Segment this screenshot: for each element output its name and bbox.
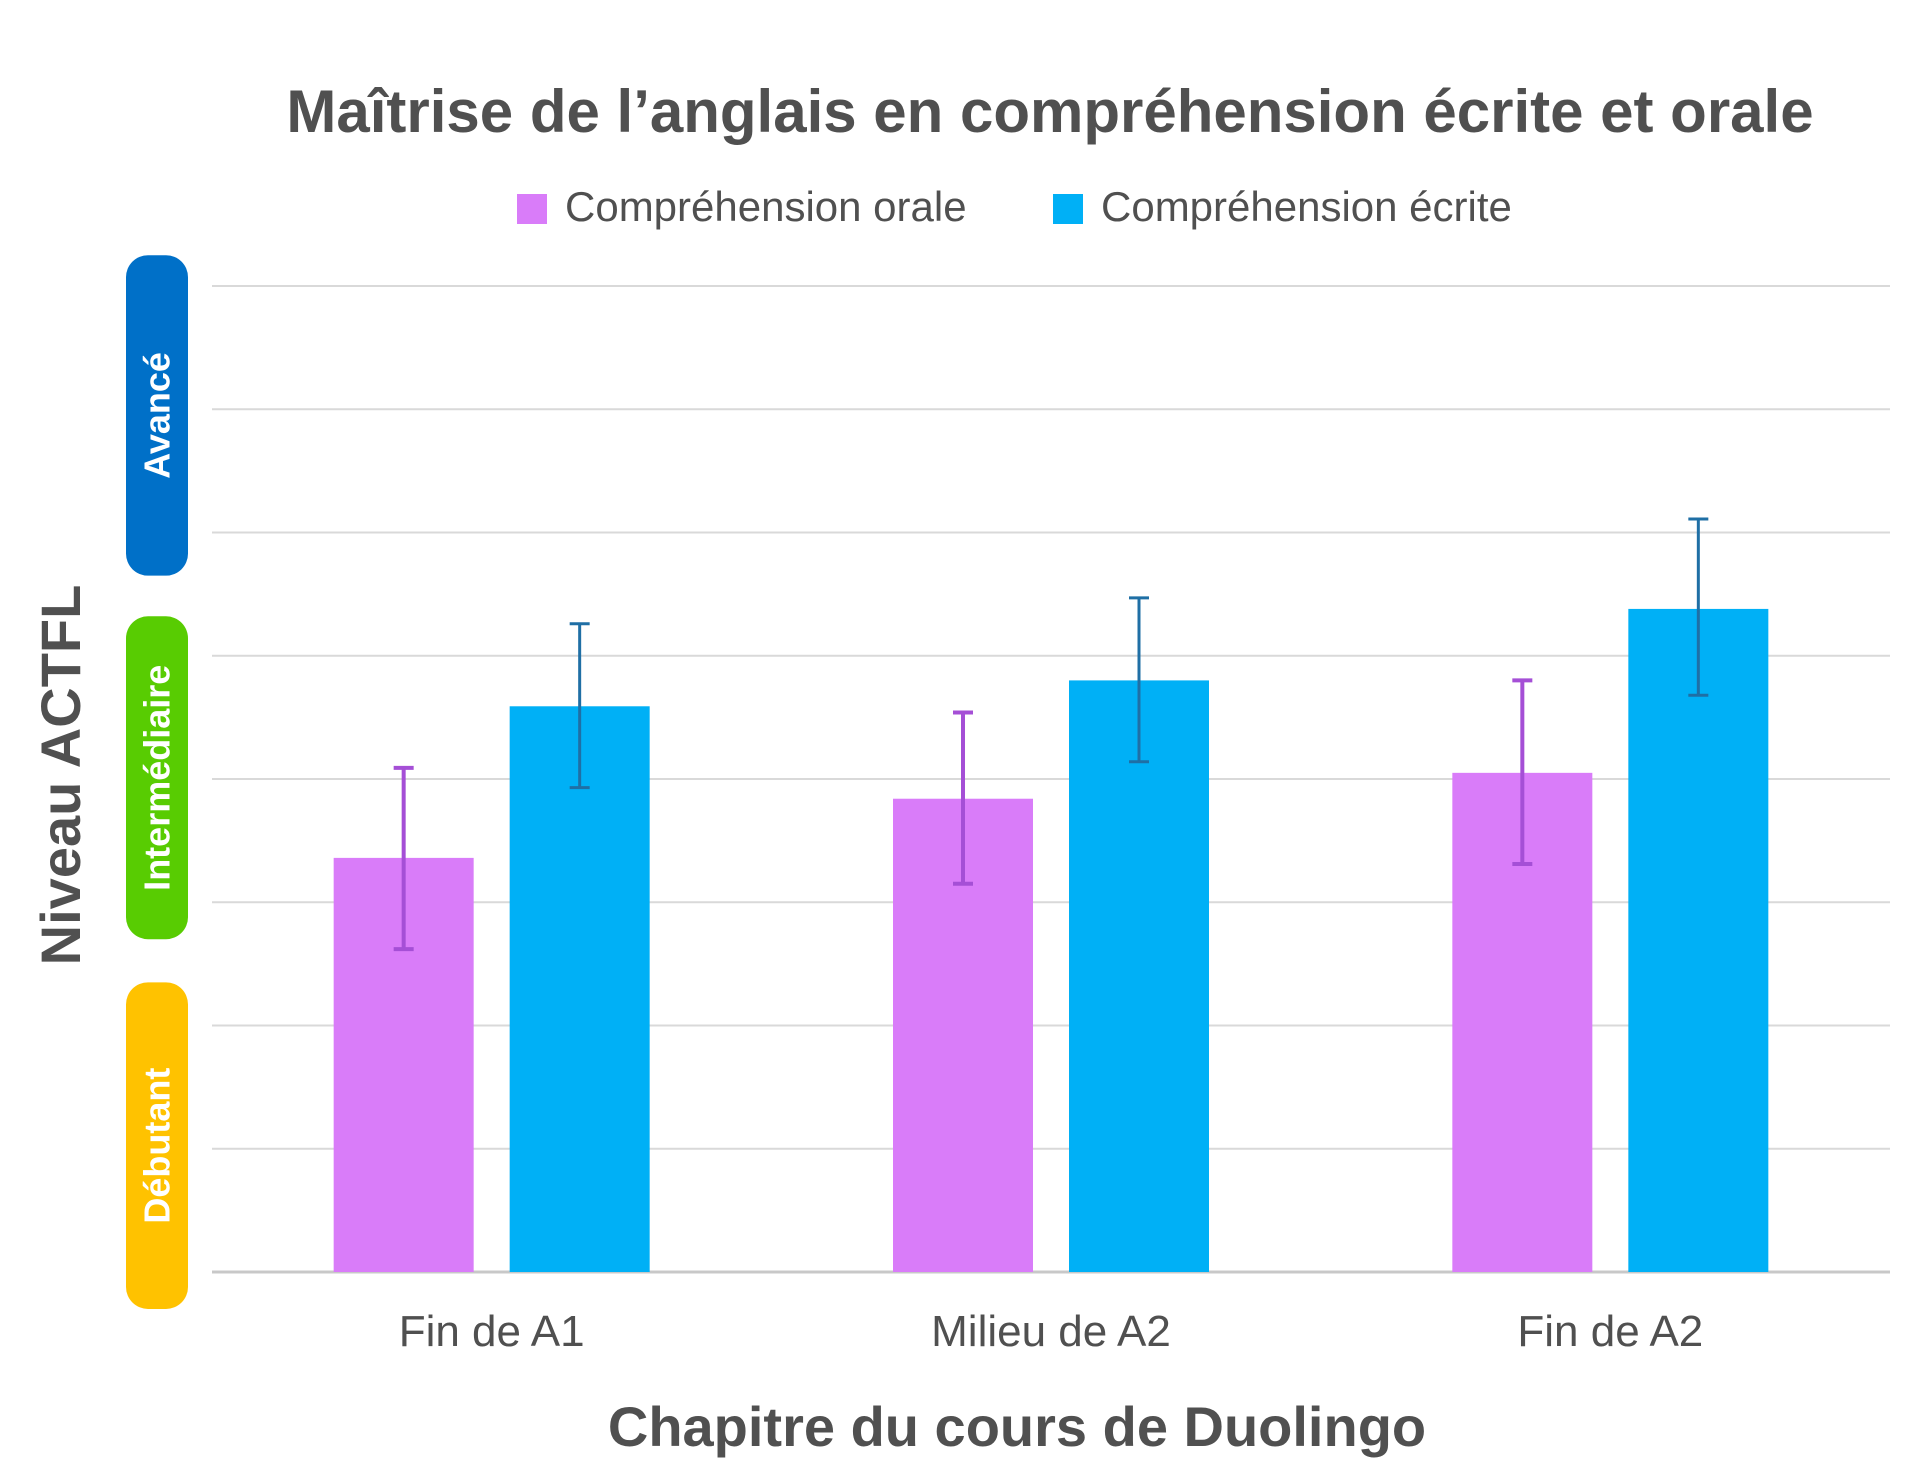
y-axis-title: Niveau ACTFL <box>29 585 92 966</box>
legend-swatch-comprehension-ecrite <box>1053 194 1083 224</box>
legend-label-comprehension-ecrite: Compréhension écrite <box>1101 183 1512 230</box>
x-axis-title: Chapitre du cours de Duolingo <box>608 1395 1426 1458</box>
legend-swatch-comprehension-orale <box>517 194 547 224</box>
bar-ecrite-2 <box>1628 608 1769 1272</box>
level-bands: Avancé Intermédiaire Débutant <box>126 255 188 1309</box>
bar-ecrite-1 <box>1069 680 1209 1272</box>
gridlines <box>212 285 1890 1274</box>
legend-label-comprehension-orale: Compréhension orale <box>565 183 967 230</box>
level-band-label-intermediaire: Intermédiaire <box>137 665 178 891</box>
chart-title: Maîtrise de l’anglais en compréhension é… <box>286 78 1813 145</box>
level-band-label-debutant: Débutant <box>137 1068 178 1224</box>
x-tick-label-milieu-de-a2: Milieu de A2 <box>931 1307 1171 1356</box>
level-band-debutant <box>126 982 188 1309</box>
level-band-label-avance: Avancé <box>137 352 178 479</box>
bar-ecrite-0 <box>509 706 650 1272</box>
x-tick-labels: Fin de A1 Milieu de A2 Fin de A2 <box>399 1307 1704 1356</box>
level-band-intermediaire <box>126 616 188 940</box>
error-bars <box>393 517 1709 952</box>
x-tick-label-fin-de-a1: Fin de A1 <box>399 1307 585 1356</box>
x-tick-label-fin-de-a2: Fin de A2 <box>1517 1307 1703 1356</box>
legend: Compréhension orale Compréhension écrite <box>517 183 1512 230</box>
level-band-avance <box>126 255 188 576</box>
